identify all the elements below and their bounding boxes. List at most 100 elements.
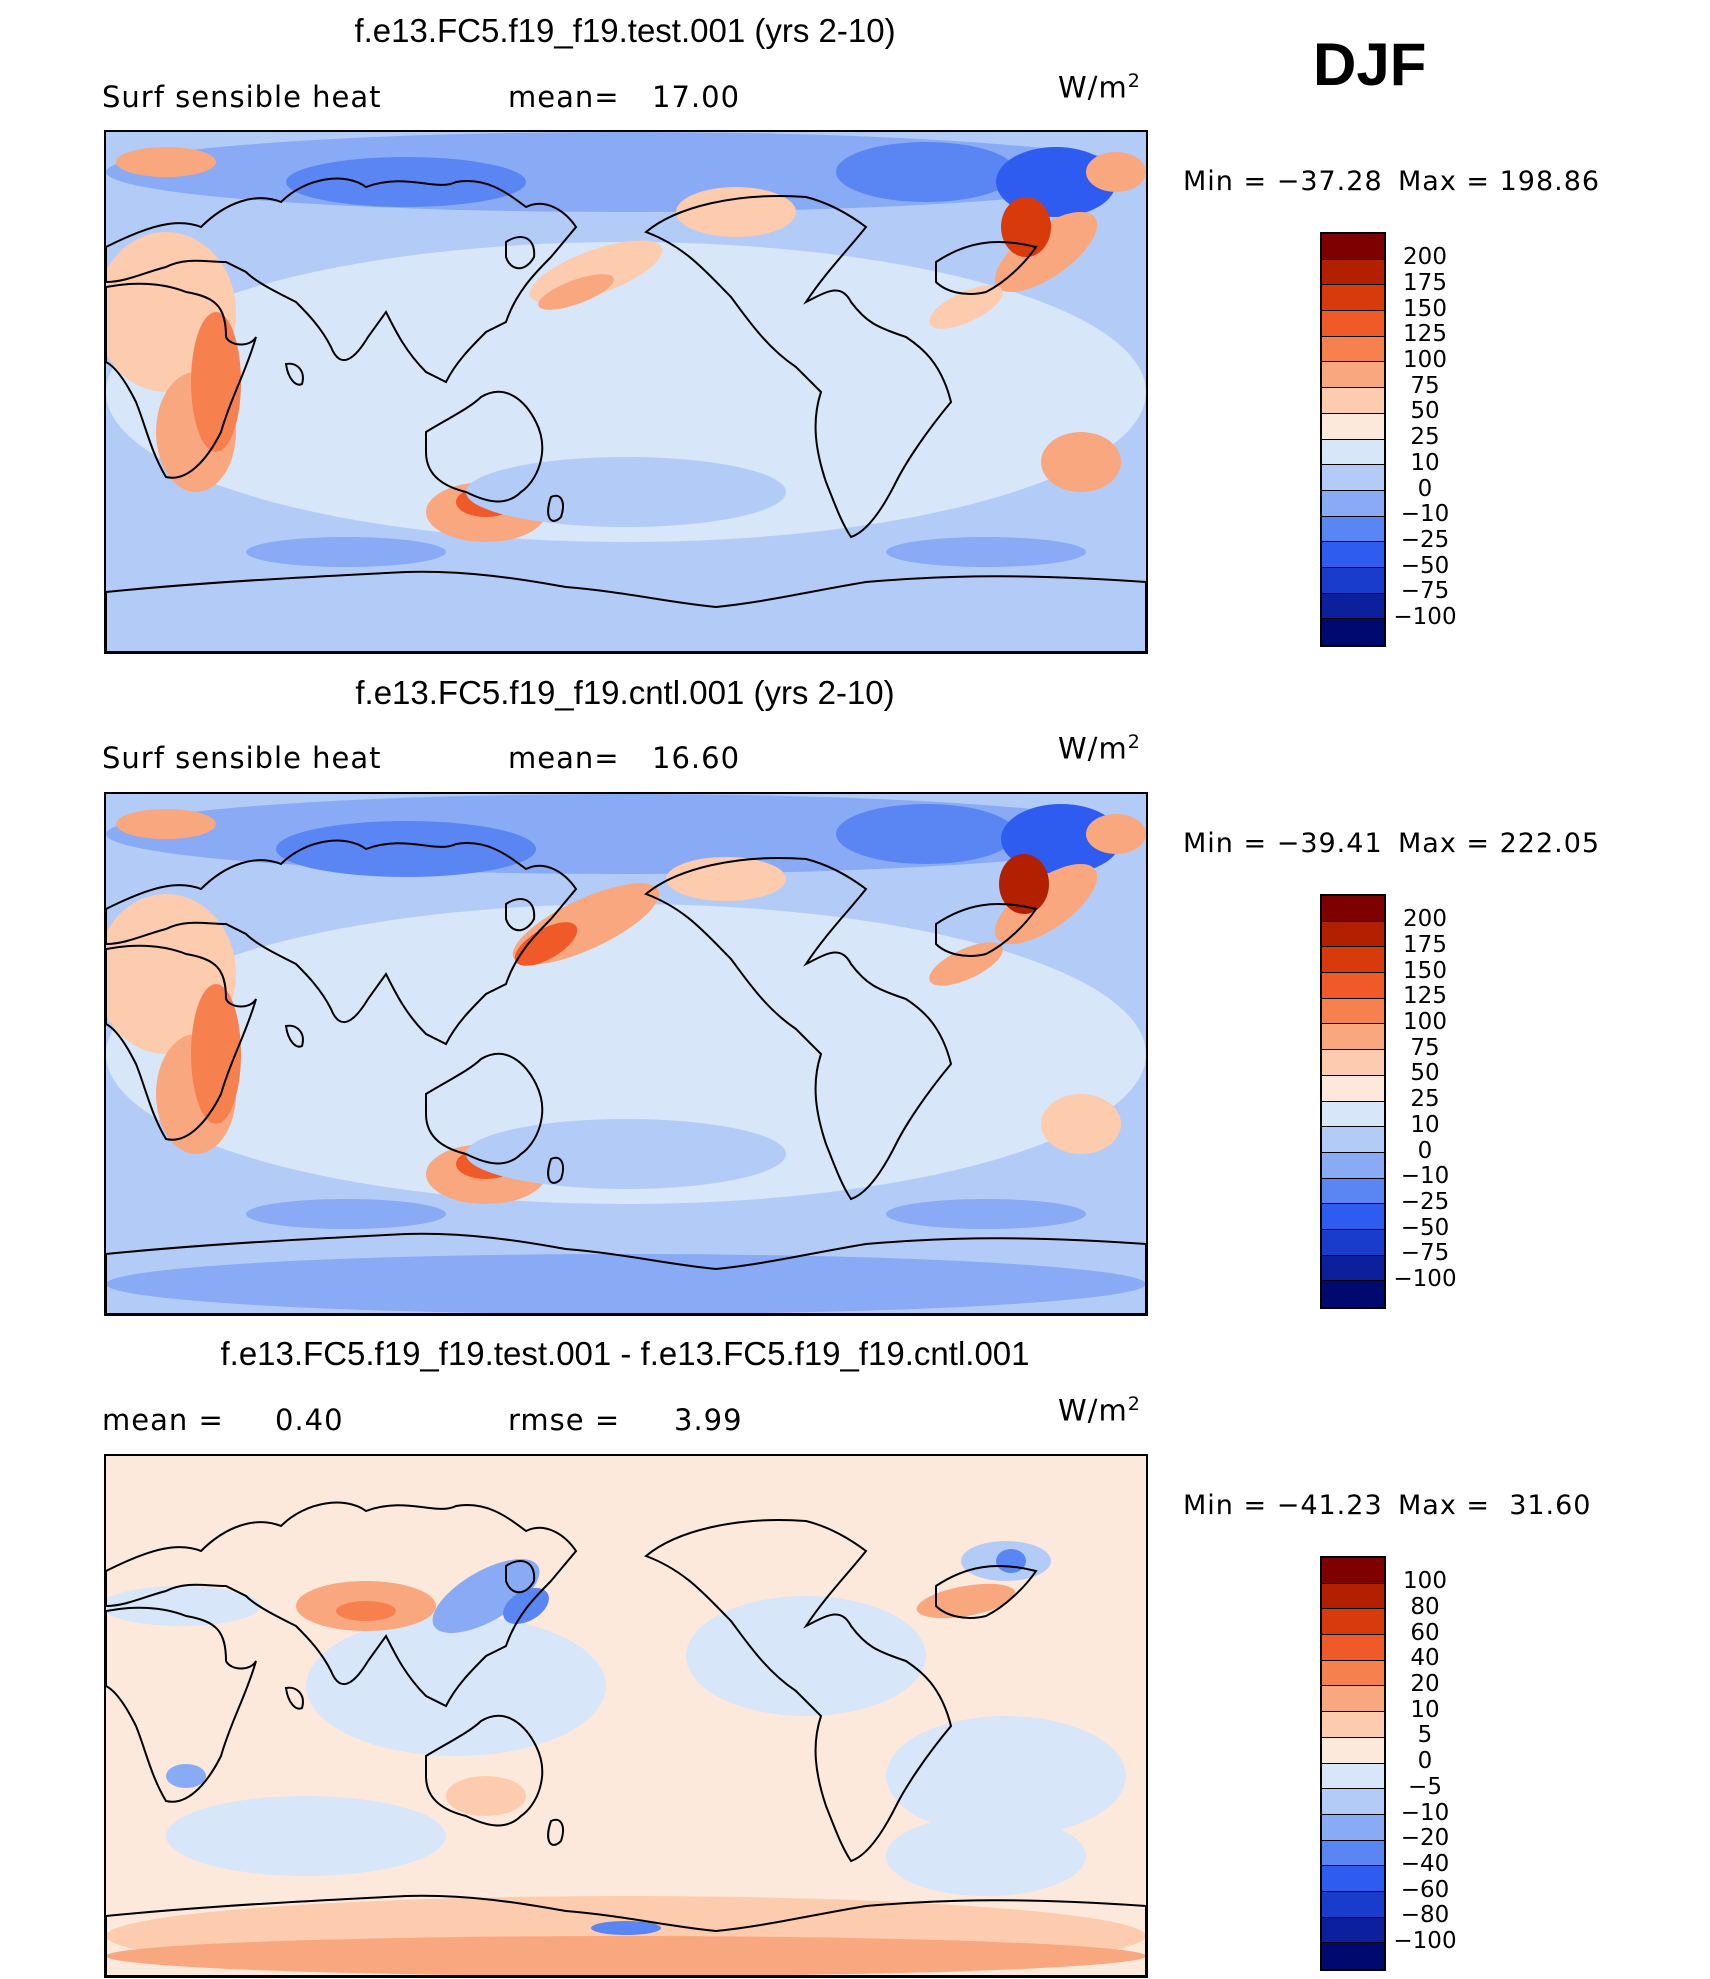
colorbar-swatch: [1322, 234, 1384, 260]
field-contour: [886, 537, 1086, 567]
colorbar-swatch: [1322, 516, 1384, 543]
colorbar-swatch: [1322, 896, 1384, 922]
colorbar-tick-label: 20: [1410, 1671, 1440, 1697]
colorbar-tick-label: 150: [1403, 295, 1447, 322]
field-contour: [306, 1616, 606, 1756]
colorbar-tick-label: 0: [1417, 475, 1433, 502]
colorbar-tick-label: 75: [1410, 372, 1440, 399]
colorbar-swatch: [1322, 285, 1384, 312]
field-contour: [996, 1549, 1026, 1573]
panel2-map: [104, 792, 1148, 1316]
field-contour: [106, 904, 1146, 1204]
field-contour: [999, 854, 1049, 914]
colorbar-swatch: [1322, 1583, 1384, 1610]
panel3-title: f.e13.FC5.f19_f19.test.001 - f.e13.FC5.f…: [220, 1335, 1030, 1372]
colorbar-tick-label: 50: [1410, 1060, 1440, 1087]
colorbar-swatch: [1322, 1255, 1384, 1282]
colorbar-swatch: [1322, 1127, 1384, 1153]
colorbar-tick-label: −50: [1400, 552, 1450, 579]
map-field: [106, 1456, 1146, 1976]
colorbar-swatch: [1322, 1609, 1384, 1636]
colorbar-tick-label: 0: [1417, 1748, 1433, 1775]
map-field: [106, 794, 1146, 1314]
panel1-title: f.e13.FC5.f19_f19.test.001 (yrs 2-10): [354, 12, 896, 49]
colorbar-tick-label: 175: [1403, 269, 1447, 296]
colorbar-tick-label: −10: [1400, 1163, 1450, 1190]
panel3-units: W/m2: [1058, 1393, 1141, 1428]
colorbar-swatch: [1322, 1712, 1384, 1738]
colorbar-swatch: [1322, 1891, 1384, 1918]
colorbar-tick-label: −50: [1400, 1214, 1450, 1241]
coastline: [106, 177, 578, 384]
panel1-map: [104, 130, 1148, 654]
colorbar-swatch: [1322, 1917, 1384, 1944]
colorbar-swatch: [1322, 593, 1384, 620]
panel3-max: Max = 31.60: [1398, 1490, 1592, 1521]
coastline: [935, 1565, 1038, 1619]
field-contour: [836, 142, 1016, 202]
colorbar-tick-label: −10: [1400, 1799, 1450, 1826]
colorbar-swatch: [1322, 311, 1384, 337]
colorbar-tick-label: −100: [1393, 1928, 1457, 1954]
coastline: [284, 1024, 304, 1048]
colorbar-tick-label: 125: [1403, 983, 1447, 1010]
field-contour: [514, 922, 578, 966]
panel3-map: [104, 1454, 1148, 1978]
panel3-min: Min = −41.23: [1183, 1490, 1383, 1521]
colorbar-swatch: [1322, 1178, 1384, 1205]
field-contour: [929, 285, 1003, 329]
colorbar-tick-label: 175: [1403, 931, 1447, 958]
colorbar-swatch: [1322, 542, 1384, 568]
field-contour: [994, 211, 1098, 293]
field-contour: [886, 1716, 1126, 1836]
field-contour: [276, 821, 536, 877]
panel2-mean-value: 16.60: [652, 741, 741, 775]
coastline: [547, 1156, 564, 1184]
colorbar-swatch: [1322, 1660, 1384, 1687]
colorbar-tick-label: 40: [1410, 1645, 1440, 1672]
coastline: [284, 1686, 304, 1710]
colorbar-tick-label: −40: [1400, 1850, 1450, 1877]
field-contour: [1001, 197, 1051, 257]
field-contour: [886, 1816, 1086, 1896]
colorbar-tick-label: 10: [1410, 1111, 1440, 1138]
coastline: [106, 1501, 578, 1708]
panel2-max: Max = 222.05: [1398, 828, 1601, 859]
coastline: [106, 1232, 1146, 1314]
field-contour: [1041, 1094, 1121, 1154]
colorbar-swatch: [1322, 1763, 1384, 1790]
colorbar-tick-label: −25: [1400, 526, 1450, 553]
coastline: [505, 1560, 536, 1594]
coastline: [935, 903, 1038, 957]
colorbar-tick-label: −10: [1400, 501, 1450, 528]
colorbar-tick-label: 200: [1403, 906, 1447, 933]
field-contour: [246, 1199, 446, 1229]
field-contour: [1041, 432, 1121, 492]
colorbar-tick-label: 100: [1403, 1568, 1447, 1595]
colorbar-swatch: [1322, 998, 1384, 1025]
coastline: [935, 241, 1038, 295]
panel2-title: f.e13.FC5.f19_f19.cntl.001 (yrs 2-10): [355, 674, 895, 711]
panel2-mean-label: mean=: [508, 741, 620, 775]
coastline: [106, 282, 257, 479]
coastline: [644, 857, 953, 1201]
colorbar-tick-label: 5: [1417, 1722, 1433, 1749]
colorbar-tick-label: −100: [1393, 1266, 1457, 1292]
panel3-rmse-label: rmse =: [508, 1403, 621, 1437]
colorbar-swatch: [1322, 1024, 1384, 1051]
colorbar-swatch: [1322, 1050, 1384, 1076]
colorbar-tick-label: 150: [1403, 957, 1447, 984]
field-contour: [929, 942, 1003, 986]
panel1-mean-label: mean=: [508, 80, 620, 114]
coastline: [644, 1519, 953, 1863]
field-contour: [994, 863, 1098, 945]
field-contour: [191, 984, 241, 1124]
panel2-colorbar: [1320, 894, 1386, 1309]
coastline: [425, 390, 544, 503]
panel1-variable: Surf sensible heat: [102, 80, 382, 114]
field-contour: [576, 1716, 876, 1796]
field-contour: [106, 1254, 1146, 1314]
coastline: [284, 362, 304, 386]
colorbar-swatch: [1322, 362, 1384, 389]
colorbar-swatch: [1322, 1558, 1384, 1584]
